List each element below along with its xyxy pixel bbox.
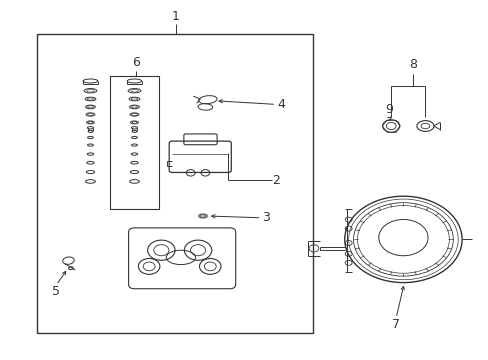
Text: 3: 3 [262,211,270,224]
Text: 1: 1 [172,10,180,23]
Bar [37,34,312,333]
Text: 4: 4 [277,98,285,111]
Bar [110,76,159,209]
Text: 8: 8 [408,58,416,71]
Text: 7: 7 [391,318,399,331]
Text: 6: 6 [132,57,140,69]
Text: 2: 2 [272,174,280,186]
Text: 9: 9 [384,103,392,116]
Text: 5: 5 [52,285,60,298]
